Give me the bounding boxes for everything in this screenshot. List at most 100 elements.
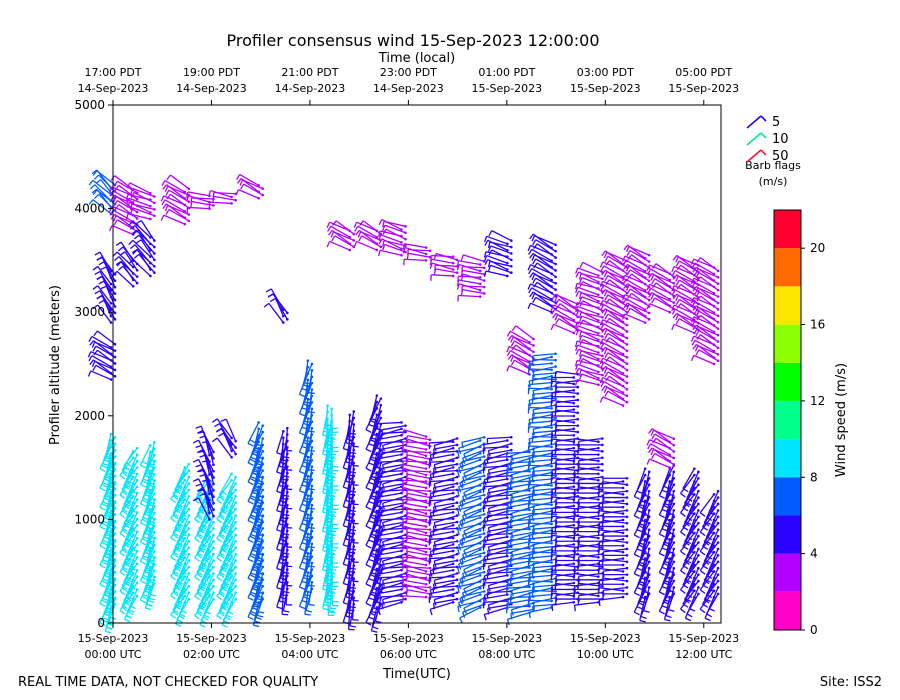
wind-barb <box>92 179 112 196</box>
wind-barb-flag <box>326 463 333 466</box>
wind-barb <box>532 507 556 511</box>
wind-barb-flag <box>510 532 514 539</box>
wind-barb <box>357 225 378 238</box>
wind-barb-base <box>109 346 113 349</box>
wind-barb-base <box>621 391 625 394</box>
wind-barb-base <box>576 372 580 376</box>
wind-barb-flag <box>433 599 437 606</box>
wind-barb-flag <box>106 588 113 592</box>
wind-barb-flag <box>461 442 464 449</box>
wind-barb-base <box>282 314 285 318</box>
wind-barb-flag <box>196 496 203 501</box>
wind-barb-flag <box>365 602 372 607</box>
wind-barb-flag <box>532 486 536 493</box>
wind-barb <box>377 498 402 502</box>
wind-barb-flag <box>308 488 315 491</box>
wind-barb-flag <box>301 465 309 469</box>
wind-barb-flag <box>175 584 182 589</box>
wind-barb <box>382 553 406 562</box>
wind-barb-base <box>149 211 152 214</box>
wind-barb-flag <box>578 292 582 300</box>
wind-barb-flag <box>600 265 605 272</box>
wind-barb <box>116 270 134 287</box>
wind-barb <box>200 425 211 449</box>
wind-barb-flag <box>368 578 375 582</box>
wind-barb <box>382 476 406 485</box>
wind-barb <box>532 487 556 492</box>
wind-barb-flag <box>94 270 101 275</box>
wind-barb-flag <box>148 599 155 604</box>
wind-barb <box>490 264 512 274</box>
wind-barb-base <box>109 432 113 436</box>
wind-barb-flag <box>487 469 491 476</box>
wind-barb-flag <box>506 465 510 472</box>
wind-barb-base <box>625 483 629 486</box>
wind-barb-flag <box>257 595 264 599</box>
wind-barb-base <box>109 378 113 381</box>
wind-barb <box>581 315 603 325</box>
wind-barb-flag <box>247 558 254 563</box>
wind-barb-base <box>208 505 211 508</box>
wind-barb-flag <box>510 590 514 597</box>
wind-barb <box>225 418 237 442</box>
wind-barb-base <box>234 539 237 543</box>
wind-barb-flag <box>174 488 180 494</box>
wind-barb-base <box>451 517 455 521</box>
wind-barb-flag <box>355 229 360 236</box>
wind-barb-base <box>149 191 152 195</box>
wind-barb-base <box>572 318 576 322</box>
wind-barb-base <box>424 544 428 548</box>
wind-barb-flag <box>119 513 126 519</box>
wind-barb-flag <box>253 624 260 628</box>
wind-barb <box>431 262 454 271</box>
wind-barb-flag <box>506 507 509 514</box>
wind-barb <box>407 531 431 537</box>
wind-barb-flag <box>299 586 306 590</box>
wind-barb-flag <box>599 338 604 345</box>
wind-barb-base <box>135 459 139 463</box>
wind-barb <box>483 581 508 584</box>
wind-barb-flag <box>303 384 310 388</box>
wind-barb-flag <box>532 509 534 516</box>
wind-barb-flag <box>132 230 138 236</box>
wind-barb-flag <box>258 495 265 499</box>
wind-barb-flag <box>487 527 491 534</box>
wind-barb-flag <box>532 544 536 551</box>
wind-barb-flag <box>327 225 332 232</box>
wind-barb <box>580 273 603 280</box>
wind-barb-base <box>455 533 459 537</box>
wind-barb-flag <box>401 506 405 513</box>
wind-barb <box>532 353 556 357</box>
wind-barb-base <box>597 376 600 380</box>
wind-barb <box>134 225 151 245</box>
wind-barb-base <box>109 295 113 299</box>
wind-barb-base <box>576 417 580 421</box>
wind-barb-flag <box>598 599 601 607</box>
wind-barb-flag <box>205 591 212 596</box>
wind-barb-flag <box>121 587 128 592</box>
wind-barb-base <box>451 536 455 540</box>
wind-barb-flag <box>457 567 460 574</box>
wind-barb-flag <box>551 585 554 592</box>
wind-barb-flag <box>305 609 313 613</box>
quality-disclaimer: REAL TIME DATA, NOT CHECKED FOR QUALITY <box>18 675 318 690</box>
wind-barb-flag <box>220 566 227 572</box>
wind-barb-flag <box>602 532 605 539</box>
wind-barb-flag <box>176 599 183 604</box>
wind-barb-base <box>550 561 553 564</box>
wind-barb-flag <box>279 484 286 488</box>
wind-barb-flag <box>251 529 258 534</box>
wind-barb <box>603 500 628 505</box>
wind-barb-flag <box>345 480 352 484</box>
wind-barb-base <box>424 480 428 483</box>
wind-barb-flag <box>555 383 558 390</box>
wind-barb-flag <box>202 519 209 525</box>
wind-barb-flag <box>301 426 309 430</box>
wind-barb-base <box>230 517 233 521</box>
wind-barb-flag <box>216 537 223 543</box>
wind-barb-flag <box>283 513 290 517</box>
wind-barb-flag <box>507 354 513 360</box>
wind-barb <box>555 544 578 549</box>
wind-barb-base <box>601 437 604 440</box>
wind-barb-flag <box>88 355 93 362</box>
